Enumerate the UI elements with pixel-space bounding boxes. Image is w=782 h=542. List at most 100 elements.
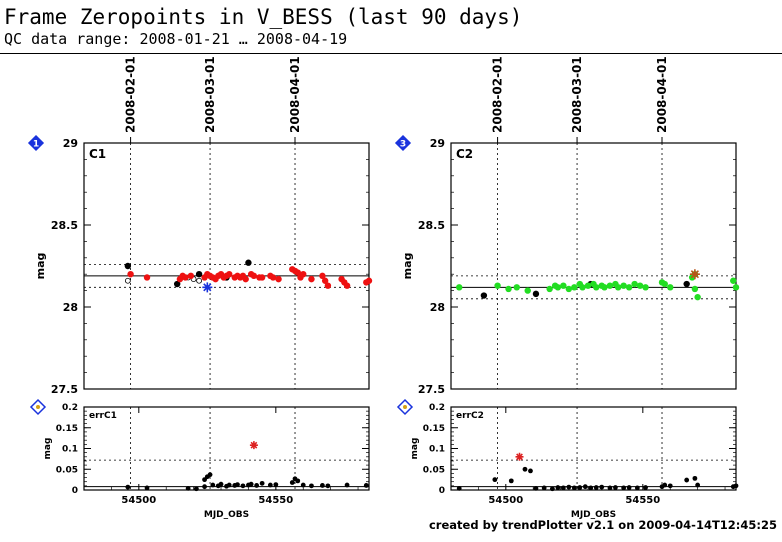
data-point: [195, 271, 203, 278]
data-point: [584, 282, 592, 289]
data-point: [325, 483, 331, 489]
data-point: [541, 485, 547, 491]
y-tick-label: 28.5: [51, 219, 78, 232]
data-point: [524, 287, 531, 294]
y-tick-label: 29: [63, 137, 78, 150]
date-tick-label: 2008-02-01: [124, 56, 138, 133]
data-point: [124, 277, 131, 284]
data-point: [636, 282, 644, 289]
data-point: [365, 277, 373, 284]
data-point: [593, 485, 599, 490]
data-point: [588, 485, 594, 491]
outlier-marker: [249, 441, 258, 450]
data-point: [143, 274, 151, 281]
data-point: [566, 484, 572, 490]
plot-frame: [450, 142, 737, 390]
data-point: [226, 482, 232, 488]
diamond-icon: [27, 134, 45, 152]
x-axis-label: MJD_OBS: [571, 510, 616, 520]
y-axis-label: mag: [34, 253, 47, 280]
y-axis-label: mag: [401, 253, 414, 280]
data-point: [494, 282, 501, 289]
data-point: [250, 272, 258, 280]
page-subtitle: QC data range: 2008-01-21 … 2008-04-19: [4, 30, 348, 48]
y-tick-label: 0.2: [62, 403, 78, 413]
data-point: [634, 485, 640, 491]
data-point: [695, 482, 701, 488]
data-point: [554, 284, 562, 291]
data-point: [363, 483, 369, 488]
data-point: [300, 271, 307, 278]
panel-label: errC1: [89, 411, 117, 421]
data-point: [245, 259, 252, 266]
data-point: [560, 485, 566, 491]
data-point: [320, 483, 325, 488]
outlier-marker: [689, 269, 700, 280]
chart-main-c2: 2008-02-01 2008-03-01 2008-04-01 27.5 28 28.5…: [394, 56, 740, 396]
data-point: [235, 482, 240, 488]
data-point: [248, 481, 254, 487]
y-tick-label: 0.05: [56, 465, 78, 475]
panel-label: C2: [456, 147, 473, 161]
data-point: [269, 274, 277, 281]
data-point: [254, 483, 260, 488]
data-point: [626, 485, 632, 490]
data-point: [606, 282, 614, 289]
data-point: [125, 484, 131, 490]
footer-credit: created by trendPlotter v2.1 on 2009-04-…: [428, 518, 777, 532]
y-tick-label: 28.5: [418, 219, 445, 232]
data-point: [456, 485, 462, 491]
data-point: [599, 484, 605, 490]
data-point: [196, 277, 202, 284]
data-point: [730, 277, 737, 284]
data-point: [343, 282, 351, 289]
data-point: [289, 480, 295, 485]
date-tick-label: 2008-03-01: [203, 56, 217, 133]
data-point: [344, 482, 350, 488]
panel-badge-number: 1: [33, 140, 39, 150]
data-point: [185, 485, 191, 491]
data-point: [258, 274, 266, 281]
data-point: [683, 280, 690, 288]
data-point: [642, 284, 649, 291]
data-point: [625, 284, 633, 291]
data-point: [692, 475, 698, 481]
data-point: [193, 486, 199, 492]
data-point: [456, 284, 463, 291]
data-point: [579, 284, 586, 291]
data-point: [593, 284, 600, 291]
x-tick-label: 54500: [488, 495, 523, 506]
data-point: [684, 477, 690, 483]
data-point: [546, 285, 553, 293]
x-axis-label: MJD_OBS: [204, 510, 249, 520]
y-tick-label: 0.2: [429, 403, 445, 413]
y-tick-label: 28: [63, 301, 78, 314]
data-point: [207, 472, 213, 478]
data-point: [273, 482, 279, 488]
data-point: [631, 280, 638, 288]
y-axis-label: mag: [43, 438, 53, 460]
data-point: [555, 485, 561, 490]
data-point: [560, 282, 567, 289]
data-point: [144, 485, 150, 491]
y-tick-label: 28: [430, 301, 445, 314]
data-point: [319, 272, 326, 280]
y-tick-label: 0.1: [62, 445, 78, 455]
y-tick-label: 27.5: [51, 383, 78, 396]
data-point: [480, 292, 488, 299]
data-point: [308, 275, 315, 283]
data-point: [694, 293, 701, 301]
data-point: [620, 282, 627, 289]
data-point: [691, 285, 699, 293]
panel-badge: 3: [394, 134, 412, 152]
data-point: [127, 271, 134, 278]
outlier-marker: [202, 282, 213, 293]
data-point: [549, 486, 555, 492]
y-tick-label: 0.1: [429, 445, 445, 455]
data-point: [240, 483, 246, 489]
data-point: [505, 285, 512, 293]
data-point: [667, 284, 674, 291]
chart-main-c1: 2008-02-01 2008-03-01 2008-04-01 27.5 28 28.5…: [27, 56, 373, 396]
data-point: [661, 280, 668, 288]
